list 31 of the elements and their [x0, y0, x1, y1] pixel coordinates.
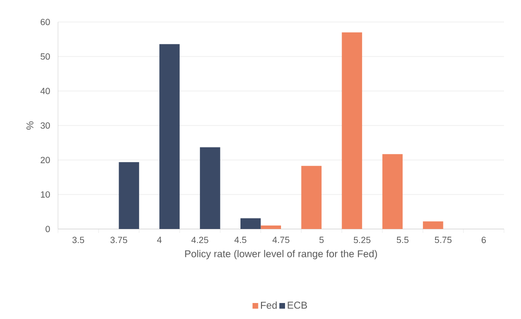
y-tick-label: 20 — [40, 156, 50, 164]
x-tick-label: 6 — [482, 236, 486, 244]
bar — [200, 147, 220, 229]
legend-label: ECB — [288, 302, 307, 309]
y-tick-label: 0 — [46, 226, 50, 232]
x-tick-label: 5 — [319, 236, 324, 244]
x-tick-label: 4.5 — [234, 236, 246, 244]
x-tick-label: 5.5 — [396, 236, 408, 244]
y-tick-label: 10 — [40, 191, 50, 198]
bar — [240, 218, 261, 229]
bar — [260, 226, 282, 229]
bar — [118, 162, 140, 229]
y-tick-label: 40 — [40, 88, 50, 94]
y-tick-label: 30 — [40, 122, 50, 129]
y-tick-label: 60 — [40, 18, 50, 26]
x-axis-title: Policy rate (lower level of range for the Fed) — [185, 250, 377, 260]
x-tick-label: 4 — [157, 236, 162, 243]
x-tick-label: 4.25 — [191, 236, 208, 244]
legend-label: Fed — [261, 301, 277, 309]
x-tick-label: 3.75 — [110, 236, 128, 244]
x-tick-label: 5.75 — [434, 236, 452, 244]
x-tick-label: 4.75 — [272, 236, 290, 244]
bar — [301, 166, 322, 229]
bar — [342, 32, 362, 229]
y-axis-title: % — [26, 121, 34, 130]
x-tick-label: 5.25 — [354, 236, 370, 244]
x-tick-label: 3.5 — [72, 236, 84, 244]
bar — [382, 154, 403, 229]
y-tick-label: 50 — [40, 53, 50, 60]
bar — [422, 221, 444, 229]
bar — [159, 44, 180, 229]
